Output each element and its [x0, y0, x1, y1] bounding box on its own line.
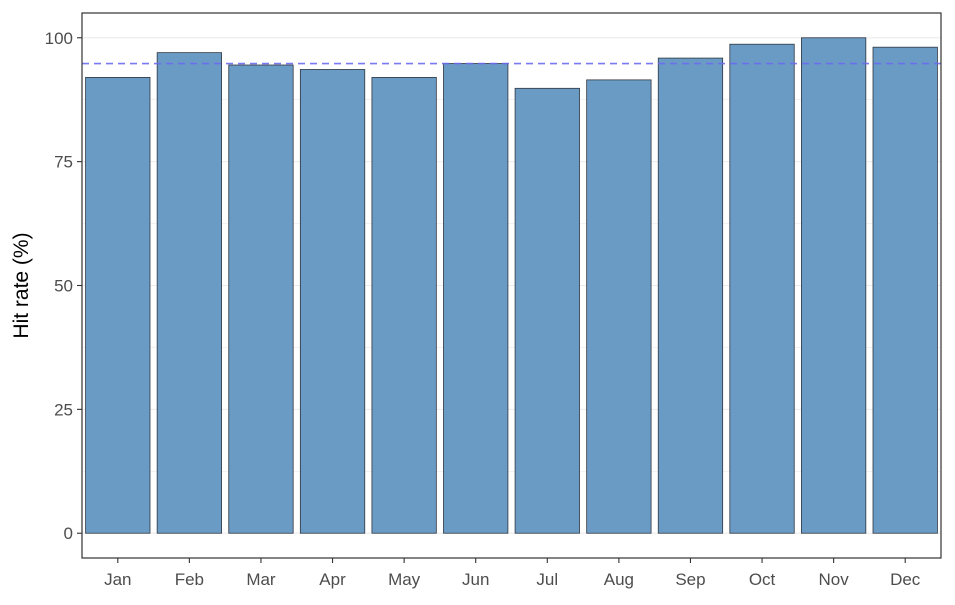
y-axis-title: Hit rate (%)	[10, 232, 33, 338]
bar-apr	[299, 69, 366, 534]
x-tick-label-jan: Jan	[104, 570, 131, 589]
bar-jun	[443, 63, 509, 534]
x-tick-label-jul: Jul	[536, 570, 558, 589]
bar-dec	[872, 46, 938, 534]
x-tick-label-jun: Jun	[462, 570, 489, 589]
y-tick-label: 75	[54, 153, 73, 172]
bar-aug	[586, 79, 652, 534]
bar-feb	[156, 52, 222, 534]
bar-jan	[85, 77, 151, 534]
x-tick-label-nov: Nov	[819, 570, 850, 589]
x-tick-label-dec: Dec	[890, 570, 921, 589]
bar-jul	[514, 87, 580, 534]
x-tick-label-sep: Sep	[675, 570, 705, 589]
grid-lines	[82, 37, 941, 534]
bar-sep	[657, 57, 724, 534]
x-axis-ticks: Jan Feb Mar Apr May Jun Jul Aug Sep Oct Nov Dec	[104, 558, 921, 589]
y-tick-label: 100	[45, 29, 73, 48]
bar-mar	[228, 64, 294, 534]
x-tick-label-feb: Feb	[175, 570, 204, 589]
x-tick-label-may: May	[388, 570, 421, 589]
y-tick-label: 0	[64, 524, 73, 543]
bar-oct	[729, 43, 795, 534]
y-axis-ticks: 0 25 50 75 100	[45, 29, 82, 543]
x-tick-label-mar: Mar	[246, 570, 276, 589]
bars	[85, 37, 938, 534]
y-tick-label: 50	[54, 277, 73, 296]
y-tick-label: 25	[54, 400, 73, 419]
x-tick-label-apr: Apr	[319, 570, 346, 589]
bar-may	[371, 77, 437, 534]
x-tick-label-oct: Oct	[749, 570, 776, 589]
bar-nov	[801, 37, 867, 534]
x-tick-label-aug: Aug	[604, 570, 634, 589]
